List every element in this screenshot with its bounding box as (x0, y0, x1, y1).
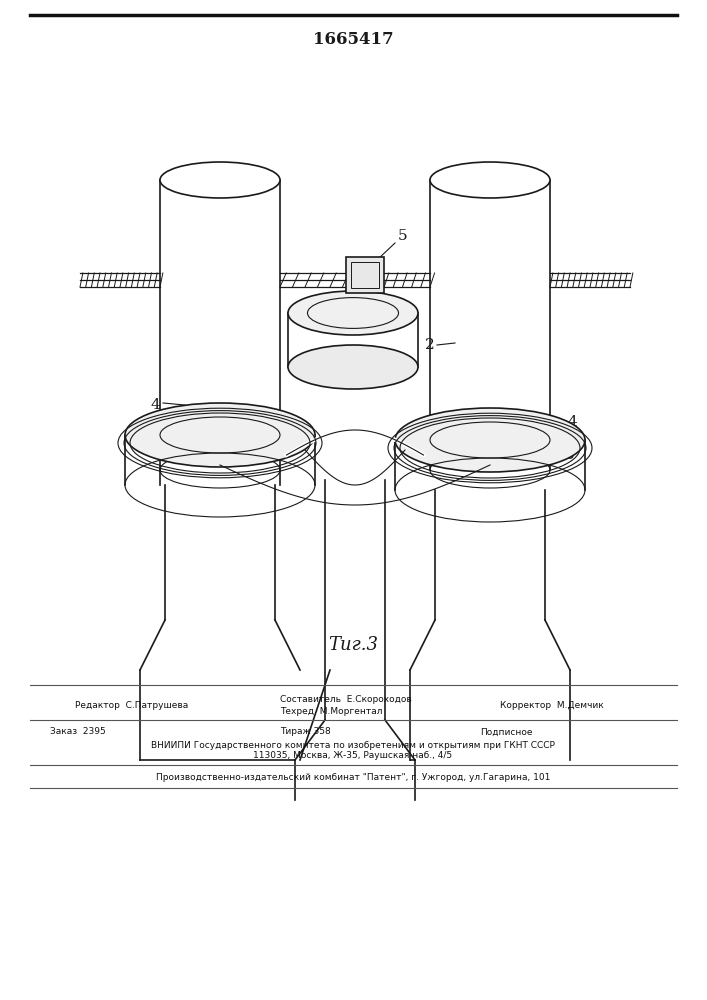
Text: 4: 4 (567, 415, 577, 429)
Text: Подписное: Подписное (480, 728, 532, 736)
Text: Корректор  М.Демчик: Корректор М.Демчик (500, 700, 604, 710)
Bar (351, 262, 379, 288)
Ellipse shape (430, 162, 550, 198)
Text: 113035, Москва, Ж-35, Раушская наб., 4/5: 113035, Москва, Ж-35, Раушская наб., 4/5 (253, 752, 452, 760)
Text: Тираж 358: Тираж 358 (280, 728, 331, 736)
Text: Редактор  С.Патрушева: Редактор С.Патрушева (75, 700, 188, 710)
Text: 3: 3 (565, 448, 575, 462)
Text: Техред  М.Моргентал: Техред М.Моргентал (280, 708, 382, 716)
Text: 1: 1 (143, 428, 153, 442)
Ellipse shape (125, 403, 315, 467)
Text: Τиг.3: Τиг.3 (328, 636, 378, 654)
Text: ВНИИПИ Государственного комитета по изобретениям и открытиям при ГКНТ СССР: ВНИИПИ Государственного комитета по изоб… (151, 740, 555, 750)
Bar (346, 257, 384, 293)
Text: Производственно-издательский комбинат "Патент", г. Ужгород, ул.Гагарина, 101: Производственно-издательский комбинат "П… (156, 774, 550, 782)
Text: 2: 2 (425, 338, 435, 352)
Ellipse shape (160, 162, 280, 198)
Text: 5: 5 (398, 229, 408, 243)
Text: Составитель  Е.Скороходов: Составитель Е.Скороходов (280, 696, 411, 704)
Ellipse shape (288, 291, 418, 335)
Ellipse shape (395, 408, 585, 472)
Text: Заказ  2395: Заказ 2395 (50, 728, 106, 736)
Ellipse shape (288, 345, 418, 389)
Text: 4: 4 (150, 398, 160, 412)
Text: 1665417: 1665417 (312, 31, 393, 48)
